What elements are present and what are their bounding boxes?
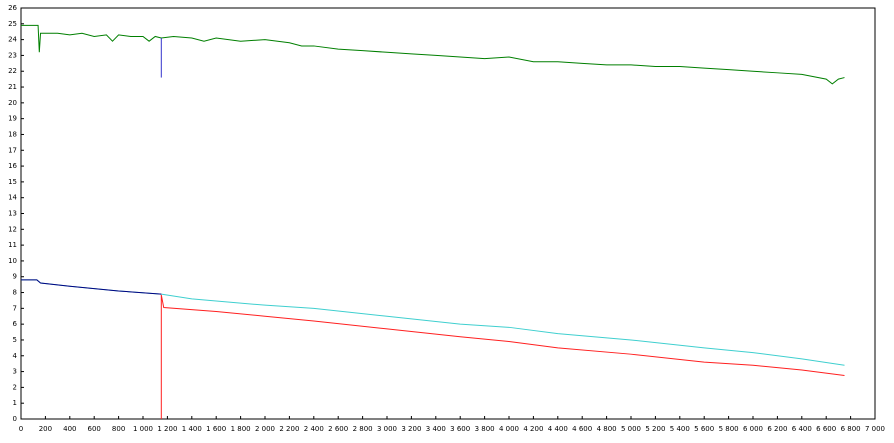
- x-tick-label: 5 600: [694, 425, 714, 433]
- x-tick-label: 1 400: [182, 425, 202, 433]
- series-line: [21, 279, 162, 295]
- y-tick-label: 18: [8, 130, 17, 138]
- y-tick-label: 9: [13, 273, 17, 281]
- x-tick-label: 3 000: [377, 425, 397, 433]
- y-tick-label: 14: [8, 194, 17, 202]
- y-tick-label: 15: [8, 178, 17, 186]
- x-tick-label: 3 400: [426, 425, 446, 433]
- y-tick-label: 20: [8, 99, 17, 107]
- x-tick-label: 800: [112, 425, 125, 433]
- y-tick-label: 0: [13, 415, 17, 423]
- y-tick-label: 23: [8, 51, 17, 59]
- y-tick-label: 11: [8, 241, 17, 249]
- y-tick-label: 8: [13, 289, 17, 297]
- x-tick-label: 5 200: [645, 425, 665, 433]
- y-tick-label: 21: [8, 83, 17, 91]
- y-tick-label: 10: [8, 257, 17, 265]
- x-tick-label: 6 600: [816, 425, 836, 433]
- x-tick-label: 4 200: [523, 425, 543, 433]
- x-tick-label: 6 800: [841, 425, 861, 433]
- x-tick-label: 2 200: [279, 425, 299, 433]
- y-tick-label: 17: [8, 146, 17, 154]
- y-tick-label: 3: [13, 368, 17, 376]
- x-tick-label: 3 200: [401, 425, 421, 433]
- y-tick-label: 2: [13, 383, 17, 391]
- x-tick-label: 1 800: [231, 425, 251, 433]
- x-tick-label: 400: [63, 425, 76, 433]
- x-tick-label: 5 000: [621, 425, 641, 433]
- x-tick-label: 2 600: [328, 425, 348, 433]
- x-tick-label: 1 000: [133, 425, 153, 433]
- x-tick-label: 4 800: [597, 425, 617, 433]
- y-tick-label: 16: [8, 162, 17, 170]
- y-tick-label: 12: [8, 225, 17, 233]
- x-tick-label: 2 000: [255, 425, 275, 433]
- y-tick-label: 13: [8, 210, 17, 218]
- y-tick-label: 1: [13, 399, 17, 407]
- y-tick-label: 7: [13, 304, 17, 312]
- y-tick-label: 24: [8, 36, 17, 44]
- y-tick-label: 4: [13, 352, 18, 360]
- x-tick-label: 6 000: [743, 425, 763, 433]
- x-tick-label: 2 400: [304, 425, 324, 433]
- x-tick-label: 4 000: [499, 425, 519, 433]
- y-tick-label: 6: [13, 320, 18, 328]
- y-tick-label: 22: [8, 67, 17, 75]
- x-tick-label: 1 600: [206, 425, 226, 433]
- y-tick-label: 26: [8, 4, 17, 12]
- x-tick-label: 1 200: [157, 425, 177, 433]
- x-tick-label: 200: [39, 425, 52, 433]
- x-tick-label: 5 400: [670, 425, 690, 433]
- x-tick-label: 3 600: [450, 425, 470, 433]
- x-tick-label: 6 200: [767, 425, 787, 433]
- x-tick-label: 600: [88, 425, 101, 433]
- plot-frame: [20, 7, 876, 420]
- series-line: [21, 24, 845, 85]
- y-tick-label: 25: [8, 20, 17, 28]
- x-tick-label: 4 400: [548, 425, 568, 433]
- x-tick-label: 6 400: [792, 425, 812, 433]
- x-tick-label: 3 800: [475, 425, 495, 433]
- x-tick-label: 0: [19, 425, 23, 433]
- x-tick-label: 5 800: [719, 425, 739, 433]
- y-tick-label: 5: [13, 336, 17, 344]
- y-tick-label: 19: [8, 115, 17, 123]
- x-tick-label: 4 600: [572, 425, 592, 433]
- x-tick-label: 2 800: [353, 425, 373, 433]
- series-line: [160, 294, 845, 419]
- x-tick-label: 7 000: [865, 425, 885, 433]
